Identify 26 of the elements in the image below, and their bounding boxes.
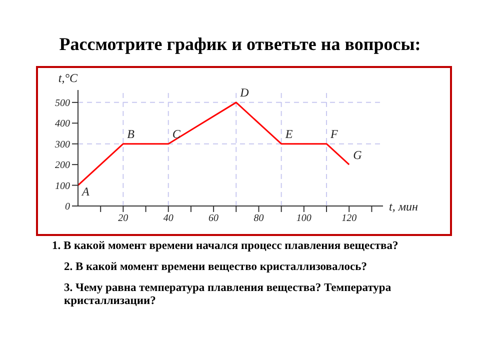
annotation: B <box>127 127 136 142</box>
text: 1. В какой момент времени начался процесс плавления вещества? <box>52 240 400 253</box>
line-series <box>78 102 350 186</box>
annotation: C <box>172 127 182 142</box>
y-tick-label: 500 <box>55 98 70 109</box>
x-tick-label: 20 <box>118 213 128 224</box>
y-tick-label: 100 <box>55 180 70 192</box>
annotation: E <box>284 127 294 142</box>
x-axis-title: t, мин <box>389 199 418 214</box>
y-axis-title: t,°C <box>58 71 79 85</box>
annotation: F <box>330 127 339 142</box>
annotation: D <box>239 86 250 100</box>
annotation: A <box>81 184 90 199</box>
y-tick-label: 400 <box>55 118 70 130</box>
y-tick-label: 0 <box>65 202 70 213</box>
x-tick-label: 80 <box>254 213 264 224</box>
y-tick-label: 200 <box>55 160 70 172</box>
text: 2. В какой момент времени вещество кристаллизовалось? <box>64 261 368 274</box>
annotation: G <box>353 148 362 162</box>
x-tick-label: 120 <box>342 213 357 224</box>
x-tick-label: 100 <box>296 213 312 224</box>
x-tick-label: 60 <box>208 213 219 224</box>
chart-title: Рассмотрите график и ответьте на вопросы: <box>58 33 422 56</box>
text: 3. Чему равна температура плавления вещества? Температура кристаллизации? <box>64 282 392 308</box>
y-tick-label: 300 <box>54 139 70 150</box>
x-tick-label: 40 <box>163 213 174 224</box>
